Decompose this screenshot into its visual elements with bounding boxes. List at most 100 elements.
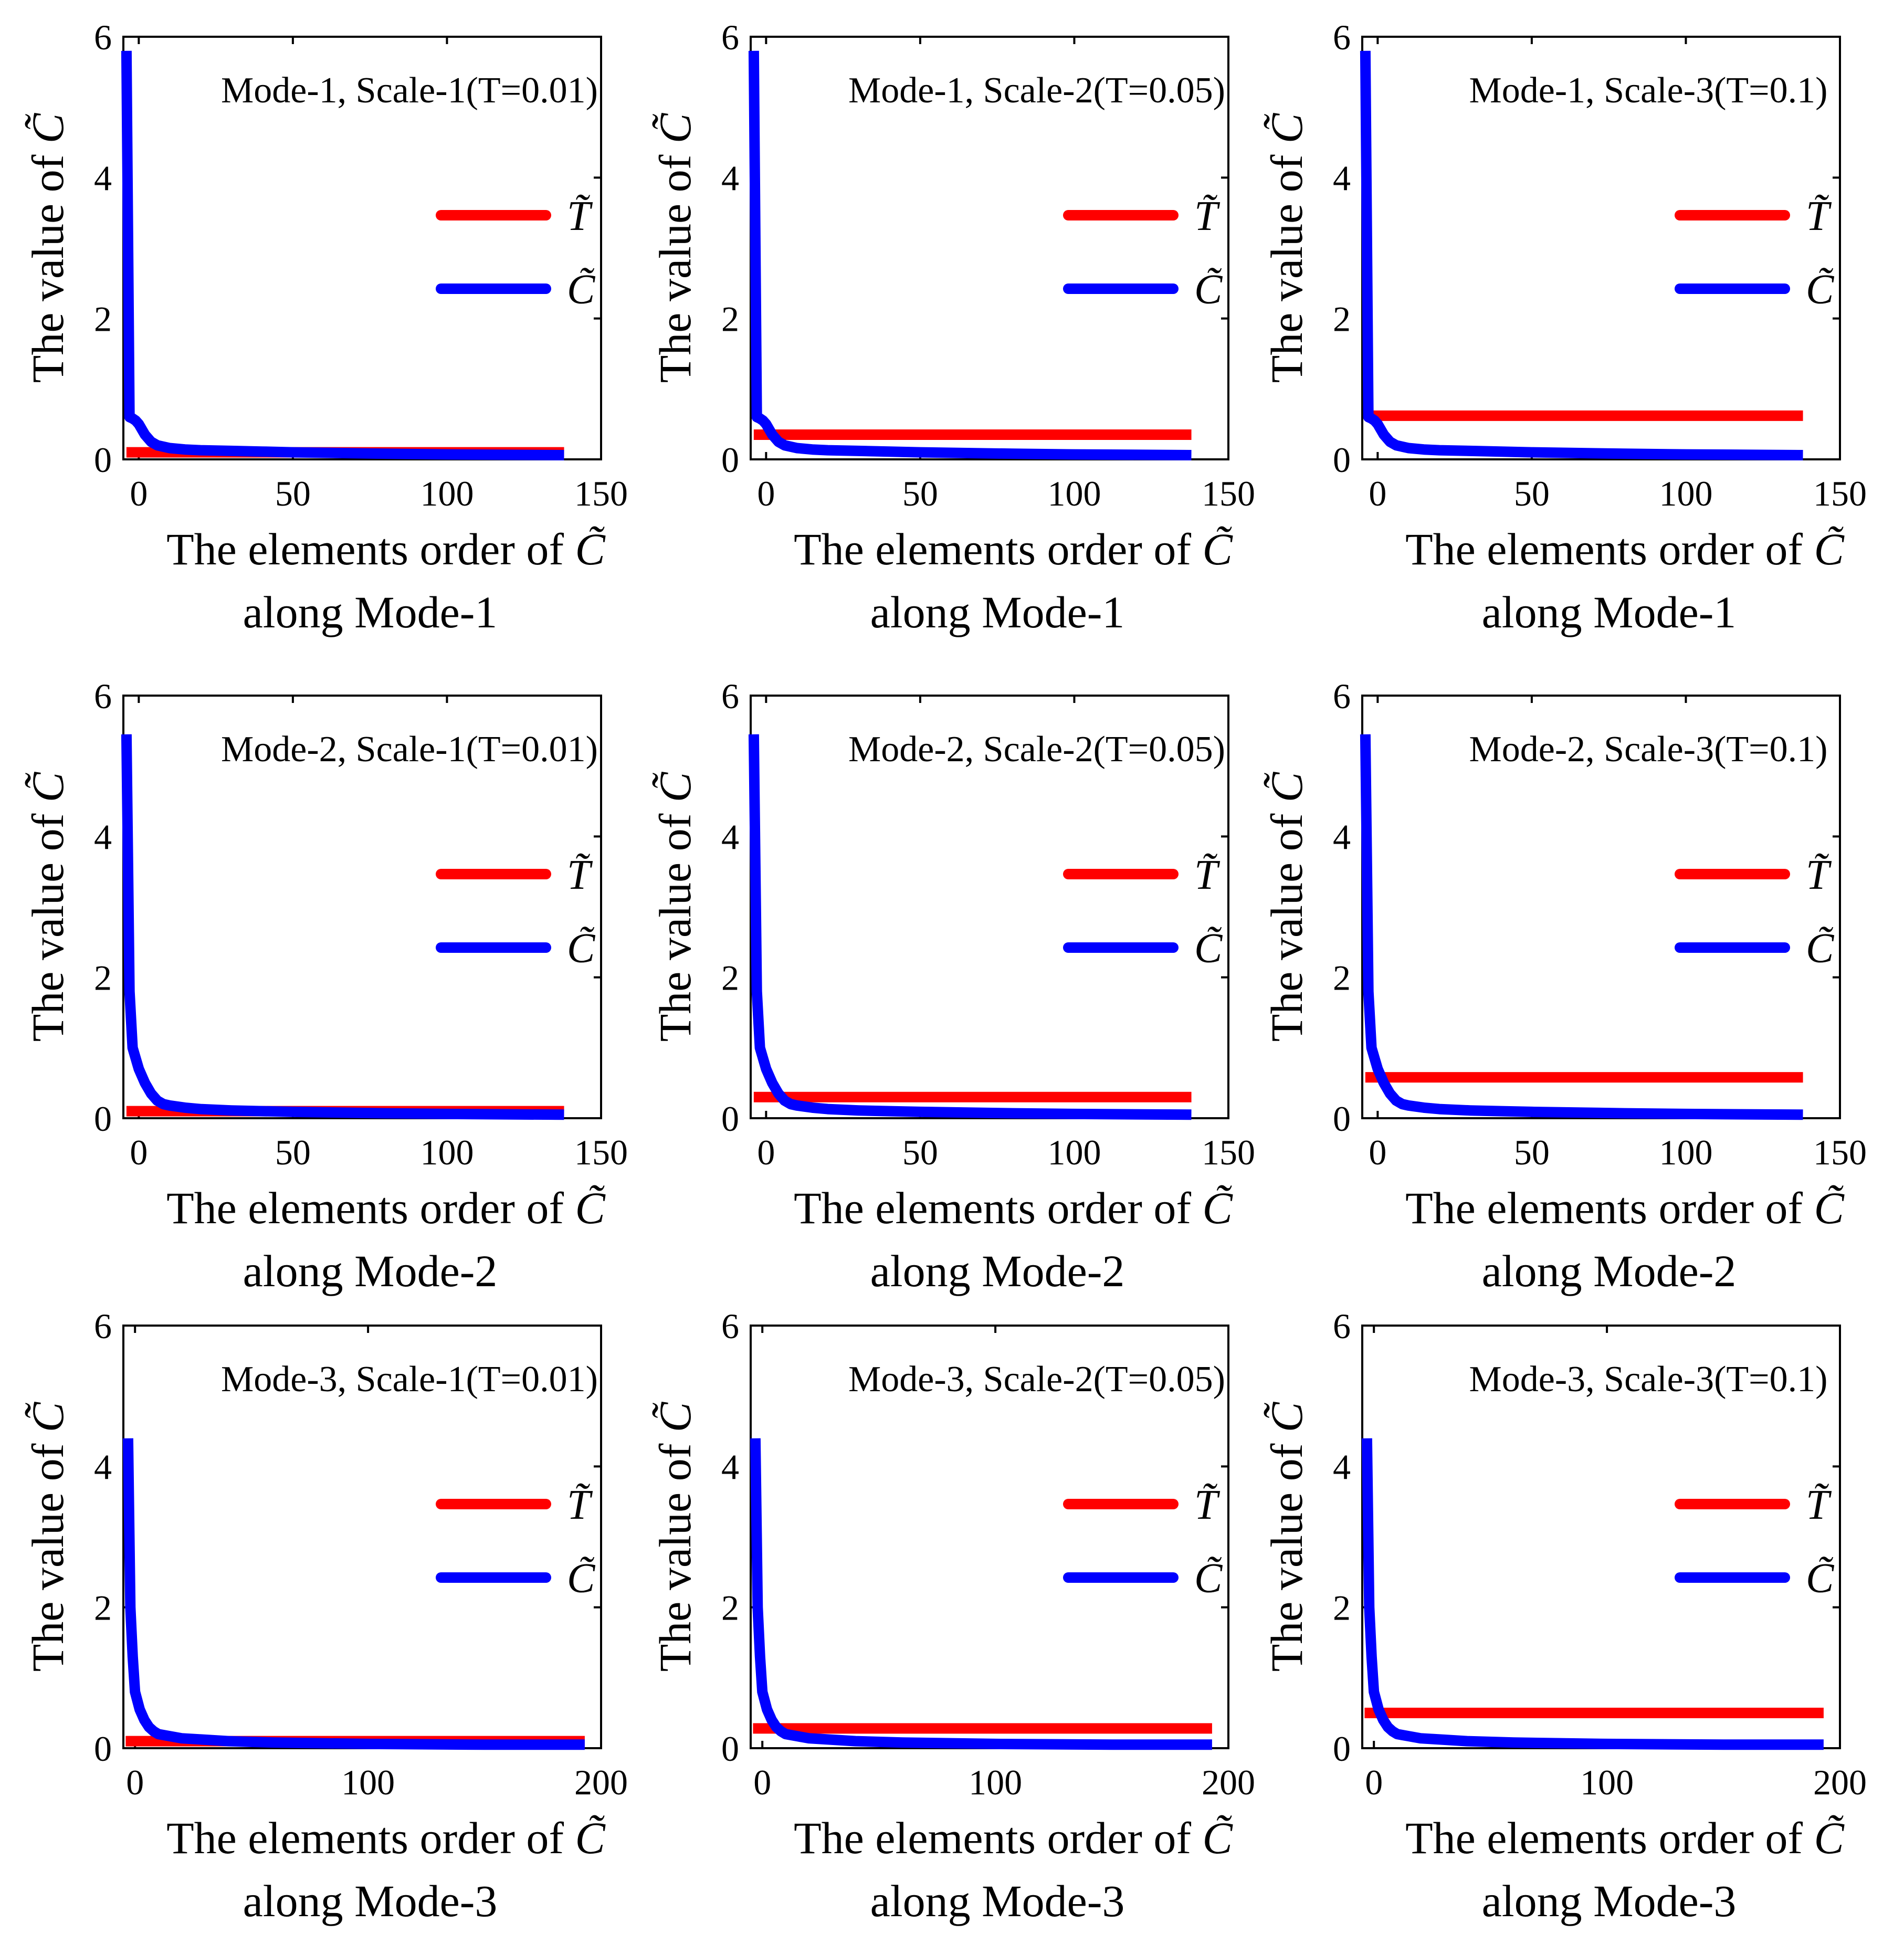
y-axis-label: The value of C̃ xyxy=(650,771,700,1042)
x-axis-label-line1: The elements order of C̃ xyxy=(166,1183,606,1233)
x-tick-label: 200 xyxy=(1202,1762,1255,1802)
x-tick-label: 150 xyxy=(1813,1132,1867,1172)
legend-threshold-label: T̃ xyxy=(567,1482,593,1528)
x-axis-symbol: C̃ xyxy=(1203,1813,1234,1863)
x-axis-label-line1: The elements order of C̃ xyxy=(794,1813,1233,1863)
x-tick-label: 100 xyxy=(420,474,474,513)
x-axis-label-line2: along Mode-2 xyxy=(1482,1246,1737,1296)
y-axis-label: The value of C̃ xyxy=(1261,112,1312,383)
x-tick-label: 100 xyxy=(1047,1132,1101,1172)
y-tick-label: 6 xyxy=(94,17,112,57)
y-tick-label: 2 xyxy=(1333,958,1351,998)
subplot-title: Mode-1, Scale-1(T=0.01) xyxy=(221,70,598,111)
legend-threshold-label: T̃ xyxy=(1194,193,1221,239)
x-tick-label: 50 xyxy=(275,474,311,513)
legend-threshold-label: T̃ xyxy=(567,193,593,239)
y-axis-label: The value of C̃ xyxy=(23,112,73,383)
x-tick-label: 0 xyxy=(130,1132,148,1172)
x-tick-label: 0 xyxy=(130,474,148,513)
y-axis-label: The value of C̃ xyxy=(650,1401,700,1672)
subplot-5: 0 2 4 6 0 50 100 150 Mode-2, Scale-2(T=0.05) T̃ C̃… xyxy=(650,676,1255,1296)
y-tick-label: 4 xyxy=(721,1447,739,1487)
coefficient-curve xyxy=(748,734,1192,1120)
x-tick-label: 0 xyxy=(1369,1132,1386,1172)
x-axis-symbol: C̃ xyxy=(575,524,606,574)
subplot-1: 0 2 4 6 0 50 100 150 Mode-1, Scale-1(T=0.01) T̃ C̃… xyxy=(23,17,628,637)
y-tick-label: 6 xyxy=(721,17,739,57)
x-tick-label: 150 xyxy=(574,1132,628,1172)
y-tick-label: 0 xyxy=(94,440,112,480)
legend-threshold-label: T̃ xyxy=(1806,1482,1832,1528)
y-tick-label: 2 xyxy=(1333,1588,1351,1628)
subplot-title: Mode-2, Scale-3(T=0.1) xyxy=(1469,729,1828,770)
legend-threshold-label: T̃ xyxy=(1194,852,1221,898)
x-tick-label: 50 xyxy=(902,1132,938,1172)
x-axis-label-line1: The elements order of C̃ xyxy=(166,524,606,574)
legend-threshold-label: T̃ xyxy=(1806,852,1832,898)
legend-coefficients-label: C̃ xyxy=(1806,1556,1835,1602)
x-tick-label: 50 xyxy=(1514,1132,1550,1172)
x-axis-label-line2: along Mode-3 xyxy=(870,1876,1125,1926)
y-axis-label: The value of C̃ xyxy=(23,1401,73,1672)
x-tick-label: 0 xyxy=(1365,1762,1383,1802)
coefficient-curve xyxy=(750,1438,1212,1750)
y-tick-label: 2 xyxy=(721,958,739,998)
y-axis-label: The value of C̃ xyxy=(23,771,73,1042)
subplot-title: Mode-3, Scale-3(T=0.1) xyxy=(1469,1359,1828,1400)
x-axis-label-line1: The elements order of C̃ xyxy=(794,524,1233,574)
y-tick-label: 6 xyxy=(1333,676,1351,716)
x-tick-label: 100 xyxy=(1580,1762,1634,1802)
y-tick-label: 0 xyxy=(1333,1729,1351,1769)
x-tick-label: 100 xyxy=(969,1762,1022,1802)
legend-threshold-label: T̃ xyxy=(567,852,593,898)
y-tick-label: 6 xyxy=(1333,1306,1351,1346)
x-tick-label: 100 xyxy=(1659,1132,1712,1172)
legend-threshold-label: T̃ xyxy=(1806,193,1832,239)
x-axis-symbol: C̃ xyxy=(1203,1183,1234,1233)
y-tick-label: 4 xyxy=(1333,817,1351,857)
y-tick-label: 2 xyxy=(1333,299,1351,339)
y-axis-symbol: C̃ xyxy=(1261,112,1312,143)
y-axis-label: The value of C̃ xyxy=(650,112,700,383)
y-axis-symbol: C̃ xyxy=(1261,1401,1312,1432)
subplot-title: Mode-3, Scale-1(T=0.01) xyxy=(221,1359,598,1400)
coefficient-curve xyxy=(121,50,564,460)
x-axis-label-line1: The elements order of C̃ xyxy=(794,1183,1233,1233)
subplot-2: 0 2 4 6 0 50 100 150 Mode-1, Scale-2(T=0.05) T̃ C̃… xyxy=(650,17,1255,637)
y-axis-symbol: C̃ xyxy=(23,112,73,143)
y-tick-label: 6 xyxy=(94,676,112,716)
legend-coefficients-label: C̃ xyxy=(567,926,596,972)
legend-coefficients-label: C̃ xyxy=(1194,1556,1223,1602)
x-axis-symbol: C̃ xyxy=(1814,1813,1845,1863)
x-tick-label: 0 xyxy=(1369,474,1386,513)
x-tick-label: 0 xyxy=(126,1762,144,1802)
x-tick-label: 100 xyxy=(1047,474,1101,513)
coefficient-curve xyxy=(1361,1438,1824,1750)
x-tick-label: 0 xyxy=(757,1132,775,1172)
subplot-4: 0 2 4 6 0 50 100 150 Mode-2, Scale-1(T=0.01) T̃ C̃… xyxy=(23,676,628,1296)
x-axis-label-line2: along Mode-3 xyxy=(243,1876,498,1926)
y-tick-label: 0 xyxy=(721,1099,739,1139)
y-tick-label: 0 xyxy=(1333,440,1351,480)
x-axis-label-line2: along Mode-3 xyxy=(1482,1876,1737,1926)
x-tick-label: 100 xyxy=(341,1762,395,1802)
x-axis-label-line2: along Mode-2 xyxy=(243,1246,498,1296)
x-axis-symbol: C̃ xyxy=(1203,524,1234,574)
y-tick-label: 0 xyxy=(721,1729,739,1769)
x-axis-label-line1: The elements order of C̃ xyxy=(166,1813,606,1863)
x-axis-label-line1: The elements order of C̃ xyxy=(1405,1183,1845,1233)
y-tick-label: 2 xyxy=(721,299,739,339)
y-tick-label: 4 xyxy=(94,158,112,198)
y-axis-symbol: C̃ xyxy=(650,1401,700,1432)
x-axis-label-line2: along Mode-2 xyxy=(870,1246,1125,1296)
y-tick-label: 4 xyxy=(94,1447,112,1487)
y-tick-label: 4 xyxy=(721,158,739,198)
legend-coefficients-label: C̃ xyxy=(567,1556,596,1602)
y-tick-label: 0 xyxy=(94,1099,112,1139)
x-axis-label-line1: The elements order of C̃ xyxy=(1405,1813,1845,1863)
y-tick-label: 6 xyxy=(1333,17,1351,57)
subplot-title: Mode-2, Scale-2(T=0.05) xyxy=(848,729,1225,770)
